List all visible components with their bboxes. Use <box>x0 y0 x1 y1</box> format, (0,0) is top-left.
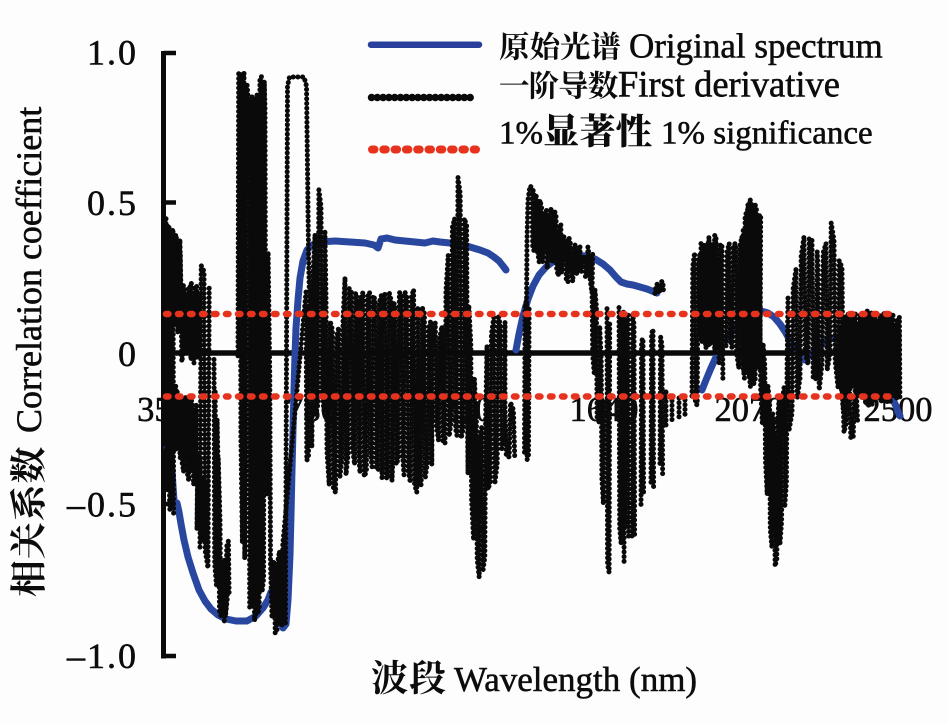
svg-text:1.0: 1.0 <box>87 33 138 73</box>
svg-text:Wavelength (nm): Wavelength (nm) <box>454 660 697 699</box>
svg-text:0: 0 <box>118 334 138 374</box>
svg-text:1% significance: 1% significance <box>661 116 873 152</box>
svg-text:Correlation coefficient: Correlation coefficient <box>9 107 49 433</box>
svg-text:First derivative: First derivative <box>618 64 840 105</box>
svg-text:Original spectrum: Original spectrum <box>629 27 883 66</box>
svg-text:1%: 1% <box>499 116 543 152</box>
svg-text:0.5: 0.5 <box>87 183 138 223</box>
svg-text:–0.5: –0.5 <box>66 485 138 525</box>
svg-text:–1.0: –1.0 <box>66 636 138 676</box>
